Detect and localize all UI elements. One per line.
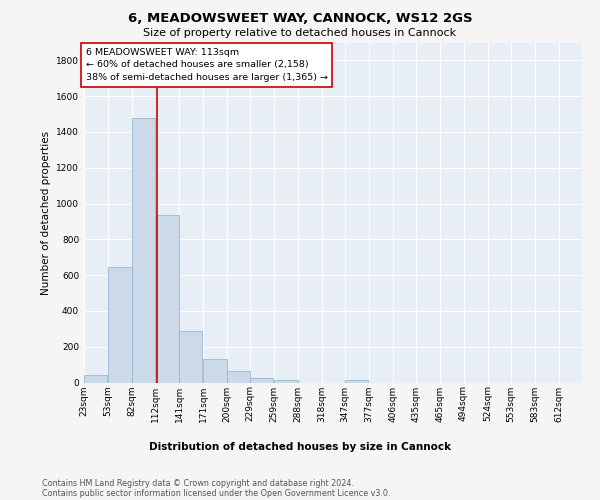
Bar <box>179 330 202 382</box>
Bar <box>203 359 227 382</box>
Bar <box>156 215 179 382</box>
Text: Size of property relative to detached houses in Cannock: Size of property relative to detached ho… <box>143 28 457 38</box>
Bar <box>84 376 107 382</box>
Text: 6, MEADOWSWEET WAY, CANNOCK, WS12 2GS: 6, MEADOWSWEET WAY, CANNOCK, WS12 2GS <box>128 12 472 26</box>
Text: 6 MEADOWSWEET WAY: 113sqm
← 60% of detached houses are smaller (2,158)
38% of se: 6 MEADOWSWEET WAY: 113sqm ← 60% of detac… <box>86 48 328 82</box>
Text: Contains HM Land Registry data © Crown copyright and database right 2024.: Contains HM Land Registry data © Crown c… <box>42 479 354 488</box>
Bar <box>108 266 131 382</box>
Bar <box>274 380 298 382</box>
Bar <box>131 118 155 382</box>
Text: Contains public sector information licensed under the Open Government Licence v3: Contains public sector information licen… <box>42 489 391 498</box>
Bar <box>345 380 368 382</box>
Bar <box>227 371 250 382</box>
Y-axis label: Number of detached properties: Number of detached properties <box>41 130 50 294</box>
Bar <box>250 378 274 382</box>
Text: Distribution of detached houses by size in Cannock: Distribution of detached houses by size … <box>149 442 451 452</box>
